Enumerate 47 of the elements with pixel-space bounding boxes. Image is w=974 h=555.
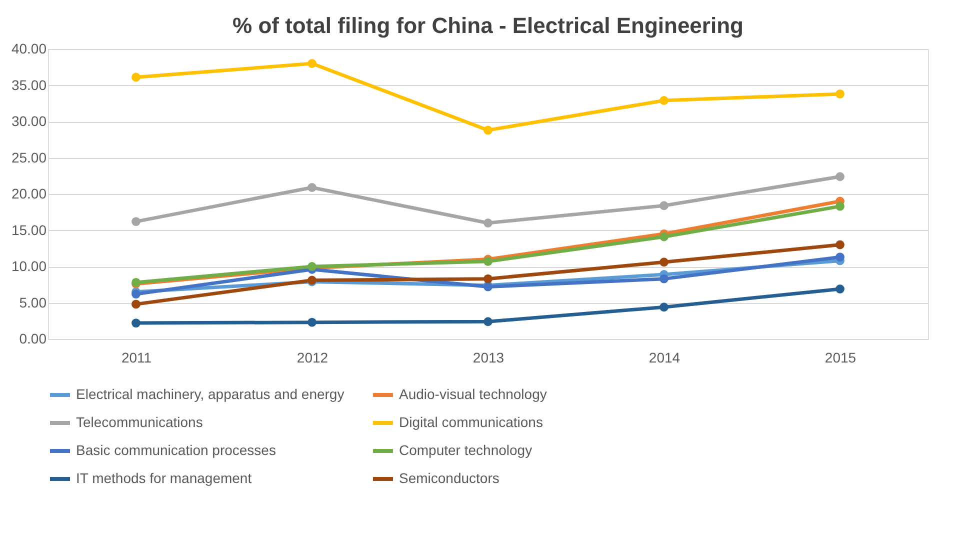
point [132, 290, 140, 299]
y-tick-label: 40.00 [11, 40, 47, 56]
legend-label: Digital communications [399, 414, 543, 430]
point [308, 318, 316, 327]
point [660, 201, 668, 210]
point [836, 89, 844, 98]
point [308, 59, 316, 68]
legend-label: Basic communication processes [76, 442, 276, 458]
point [836, 202, 844, 211]
y-tick-label: 15.00 [11, 222, 47, 238]
x-tick-label: 2014 [648, 350, 680, 366]
legend-label: Telecommunications [76, 414, 203, 430]
x-tick-label: 2011 [121, 350, 152, 366]
point [484, 317, 492, 326]
x-tick-label: 2012 [296, 350, 328, 366]
y-tick-label: 25.00 [11, 149, 47, 166]
point [308, 183, 316, 192]
point [836, 284, 844, 294]
legend-label: Computer technology [399, 442, 532, 458]
point [484, 274, 492, 284]
y-tick-label: 35.00 [11, 76, 47, 93]
point [836, 172, 844, 182]
point [836, 240, 844, 250]
point [484, 218, 492, 228]
point [132, 72, 140, 82]
legend-label: Audio-visual technology [399, 386, 547, 402]
legend-label: Semiconductors [399, 470, 500, 486]
point [660, 258, 668, 267]
point [660, 232, 668, 242]
point [132, 300, 140, 309]
y-tick-label: 0.00 [19, 330, 47, 346]
y-tick-label: 10.00 [11, 258, 47, 274]
y-tick-label: 20.00 [11, 186, 47, 202]
point [132, 217, 140, 226]
x-tick-label: 2013 [472, 350, 504, 366]
chart-title: % of total filing for China - Electrical Engineering [232, 13, 744, 38]
point [660, 96, 668, 105]
legend-label: Electrical machinery, apparatus and energy [76, 386, 344, 402]
x-tick-label: 2015 [824, 350, 856, 366]
legend-label: IT methods for management [76, 470, 252, 486]
y-tick-label: 5.00 [19, 294, 47, 310]
point [484, 126, 492, 135]
point [132, 318, 140, 328]
y-tick-label: 30.00 [11, 113, 47, 129]
point [836, 252, 844, 262]
point [660, 274, 668, 284]
point [660, 302, 668, 312]
